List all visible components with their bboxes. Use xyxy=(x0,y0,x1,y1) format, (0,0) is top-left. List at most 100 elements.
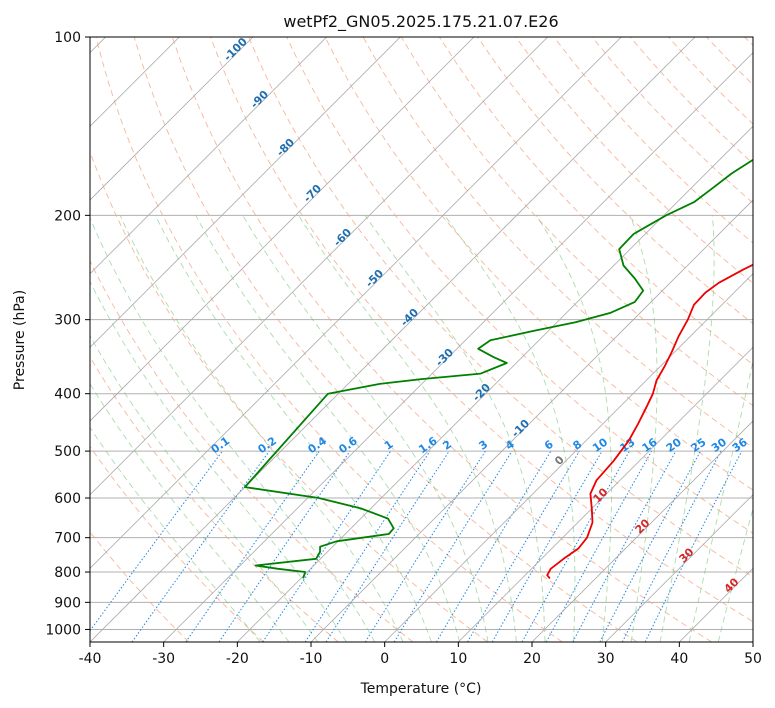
moist-adiabat-line xyxy=(535,215,613,642)
y-tick-label: 700 xyxy=(54,531,81,547)
moist-adiabat-line xyxy=(659,215,715,642)
x-tick-label: 50 xyxy=(744,651,762,667)
mixing-ratio-label: 3 xyxy=(477,438,491,453)
moist-adiabat-line xyxy=(90,216,376,642)
y-tick-label: 400 xyxy=(54,387,81,403)
dry-adiabat-line xyxy=(286,37,753,534)
isotherm-line xyxy=(531,420,753,642)
mixing-ratio-label: 1.6 xyxy=(416,434,440,456)
moist-adiabat-line xyxy=(444,215,576,642)
isotherm-line xyxy=(163,52,753,642)
dry-adiabat-line xyxy=(477,37,753,325)
isotherm-line xyxy=(90,37,254,201)
moist-adiabat-line xyxy=(90,280,347,642)
isotherm-label: -60 xyxy=(331,226,354,249)
x-tick-label: 40 xyxy=(670,651,688,667)
mixing-ratio-line xyxy=(364,450,486,642)
mixing-ratio-label: 25 xyxy=(689,436,709,455)
adiabat-label: 30 xyxy=(677,545,697,565)
x-tick-label: 0 xyxy=(380,651,389,667)
mixing-ratio-line xyxy=(521,450,630,642)
isotherm-line xyxy=(90,37,696,642)
isotherm-label: 0 xyxy=(552,453,567,468)
mixing-ratio-label: 0.1 xyxy=(209,434,232,456)
chart-title: wetPf2_GN05.2025.175.21.07.E26 xyxy=(283,12,558,32)
temperature-profile-line xyxy=(546,263,753,579)
y-tick-label: 300 xyxy=(54,313,81,329)
x-tick-label: 30 xyxy=(597,651,615,667)
isotherm-line xyxy=(384,273,753,642)
isotherm-line xyxy=(752,641,753,642)
mixing-ratio-label: 8 xyxy=(571,438,585,453)
moist-adiabat-line xyxy=(90,383,290,642)
x-tick-label: -10 xyxy=(300,651,323,667)
mixing-ratio-label: 6 xyxy=(542,438,556,453)
isotherm-line xyxy=(458,346,753,642)
moist-adiabat-line xyxy=(90,334,319,642)
mixing-ratio-label: 10 xyxy=(590,435,610,455)
adiabat-label: 40 xyxy=(722,575,742,595)
mixing-ratio-line xyxy=(621,450,722,642)
y-tick-label: 100 xyxy=(54,30,81,46)
isotherm-line xyxy=(90,37,401,348)
isotherm-label: -30 xyxy=(433,346,456,369)
x-tick-label: 20 xyxy=(523,651,541,667)
y-tick-label: 1000 xyxy=(45,622,81,638)
mixing-ratio-label: 1 xyxy=(382,438,396,453)
moist-adiabat-line xyxy=(242,215,489,642)
mixing-ratio-line xyxy=(393,450,513,642)
isotherm-label: -70 xyxy=(301,182,324,205)
isotherm-line xyxy=(90,37,548,496)
isotherm-line xyxy=(310,199,753,642)
isotherm-line xyxy=(90,37,327,275)
isotherm-label: -50 xyxy=(363,267,386,290)
moist-adiabat-line xyxy=(119,215,404,642)
dry-adiabat-line xyxy=(90,259,414,642)
isotherm-label: -80 xyxy=(274,136,297,159)
mixing-ratio-label: 0.6 xyxy=(336,434,360,456)
mixing-ratio-line xyxy=(644,450,743,642)
moist-adiabat-line xyxy=(90,426,261,642)
isotherm-label: -10 xyxy=(509,417,532,440)
mixing-ratio-line xyxy=(218,450,351,642)
dry-adiabat-line xyxy=(248,37,753,578)
dry-adiabat-line xyxy=(706,37,753,86)
mixing-ratio-line xyxy=(304,450,431,642)
mixing-ratio-label: 16 xyxy=(640,435,660,455)
mixing-ratio-line xyxy=(90,450,223,632)
x-axis-label: Temperature (°C) xyxy=(360,681,482,697)
dry-adiabat-line xyxy=(90,150,488,642)
y-tick-label: 900 xyxy=(54,595,81,611)
mixing-ratio-line xyxy=(599,450,701,642)
dry-adiabat-line xyxy=(515,37,753,284)
isotherm-line xyxy=(679,567,753,642)
plot-frame xyxy=(89,36,754,643)
x-tick-label: -20 xyxy=(226,651,249,667)
dry-adiabat-line xyxy=(171,37,712,642)
mixing-ratio-line xyxy=(545,450,653,642)
mixing-ratio-label: 20 xyxy=(664,435,684,455)
mixing-ratio-line xyxy=(325,450,450,642)
dry-adiabat-line xyxy=(133,37,638,642)
dry-adiabat-line xyxy=(90,445,264,642)
moist-adiabat-line xyxy=(364,215,546,642)
mixing-ratio-line xyxy=(572,450,677,642)
adiabat-label: 20 xyxy=(633,516,653,536)
moist-adiabat-line xyxy=(298,215,517,642)
y-tick-label: 500 xyxy=(54,444,81,460)
mixing-ratio-label: 30 xyxy=(709,435,729,455)
dry-adiabat-line xyxy=(90,356,339,642)
dry-adiabat-line xyxy=(95,37,563,642)
mixing-ratio-line xyxy=(262,450,392,642)
mixing-ratio-line xyxy=(131,450,270,642)
dry-adiabat-line xyxy=(744,37,753,47)
isotherm-line xyxy=(605,494,753,642)
moist-adiabat-line xyxy=(629,215,658,642)
y-tick-label: 200 xyxy=(54,208,81,224)
dry-adiabat-line xyxy=(324,37,753,491)
mixing-ratio-line xyxy=(435,450,552,642)
mixing-ratio-label: 2 xyxy=(440,438,454,453)
dewpoint-profile-line xyxy=(244,158,753,579)
x-tick-label: -30 xyxy=(152,651,175,667)
